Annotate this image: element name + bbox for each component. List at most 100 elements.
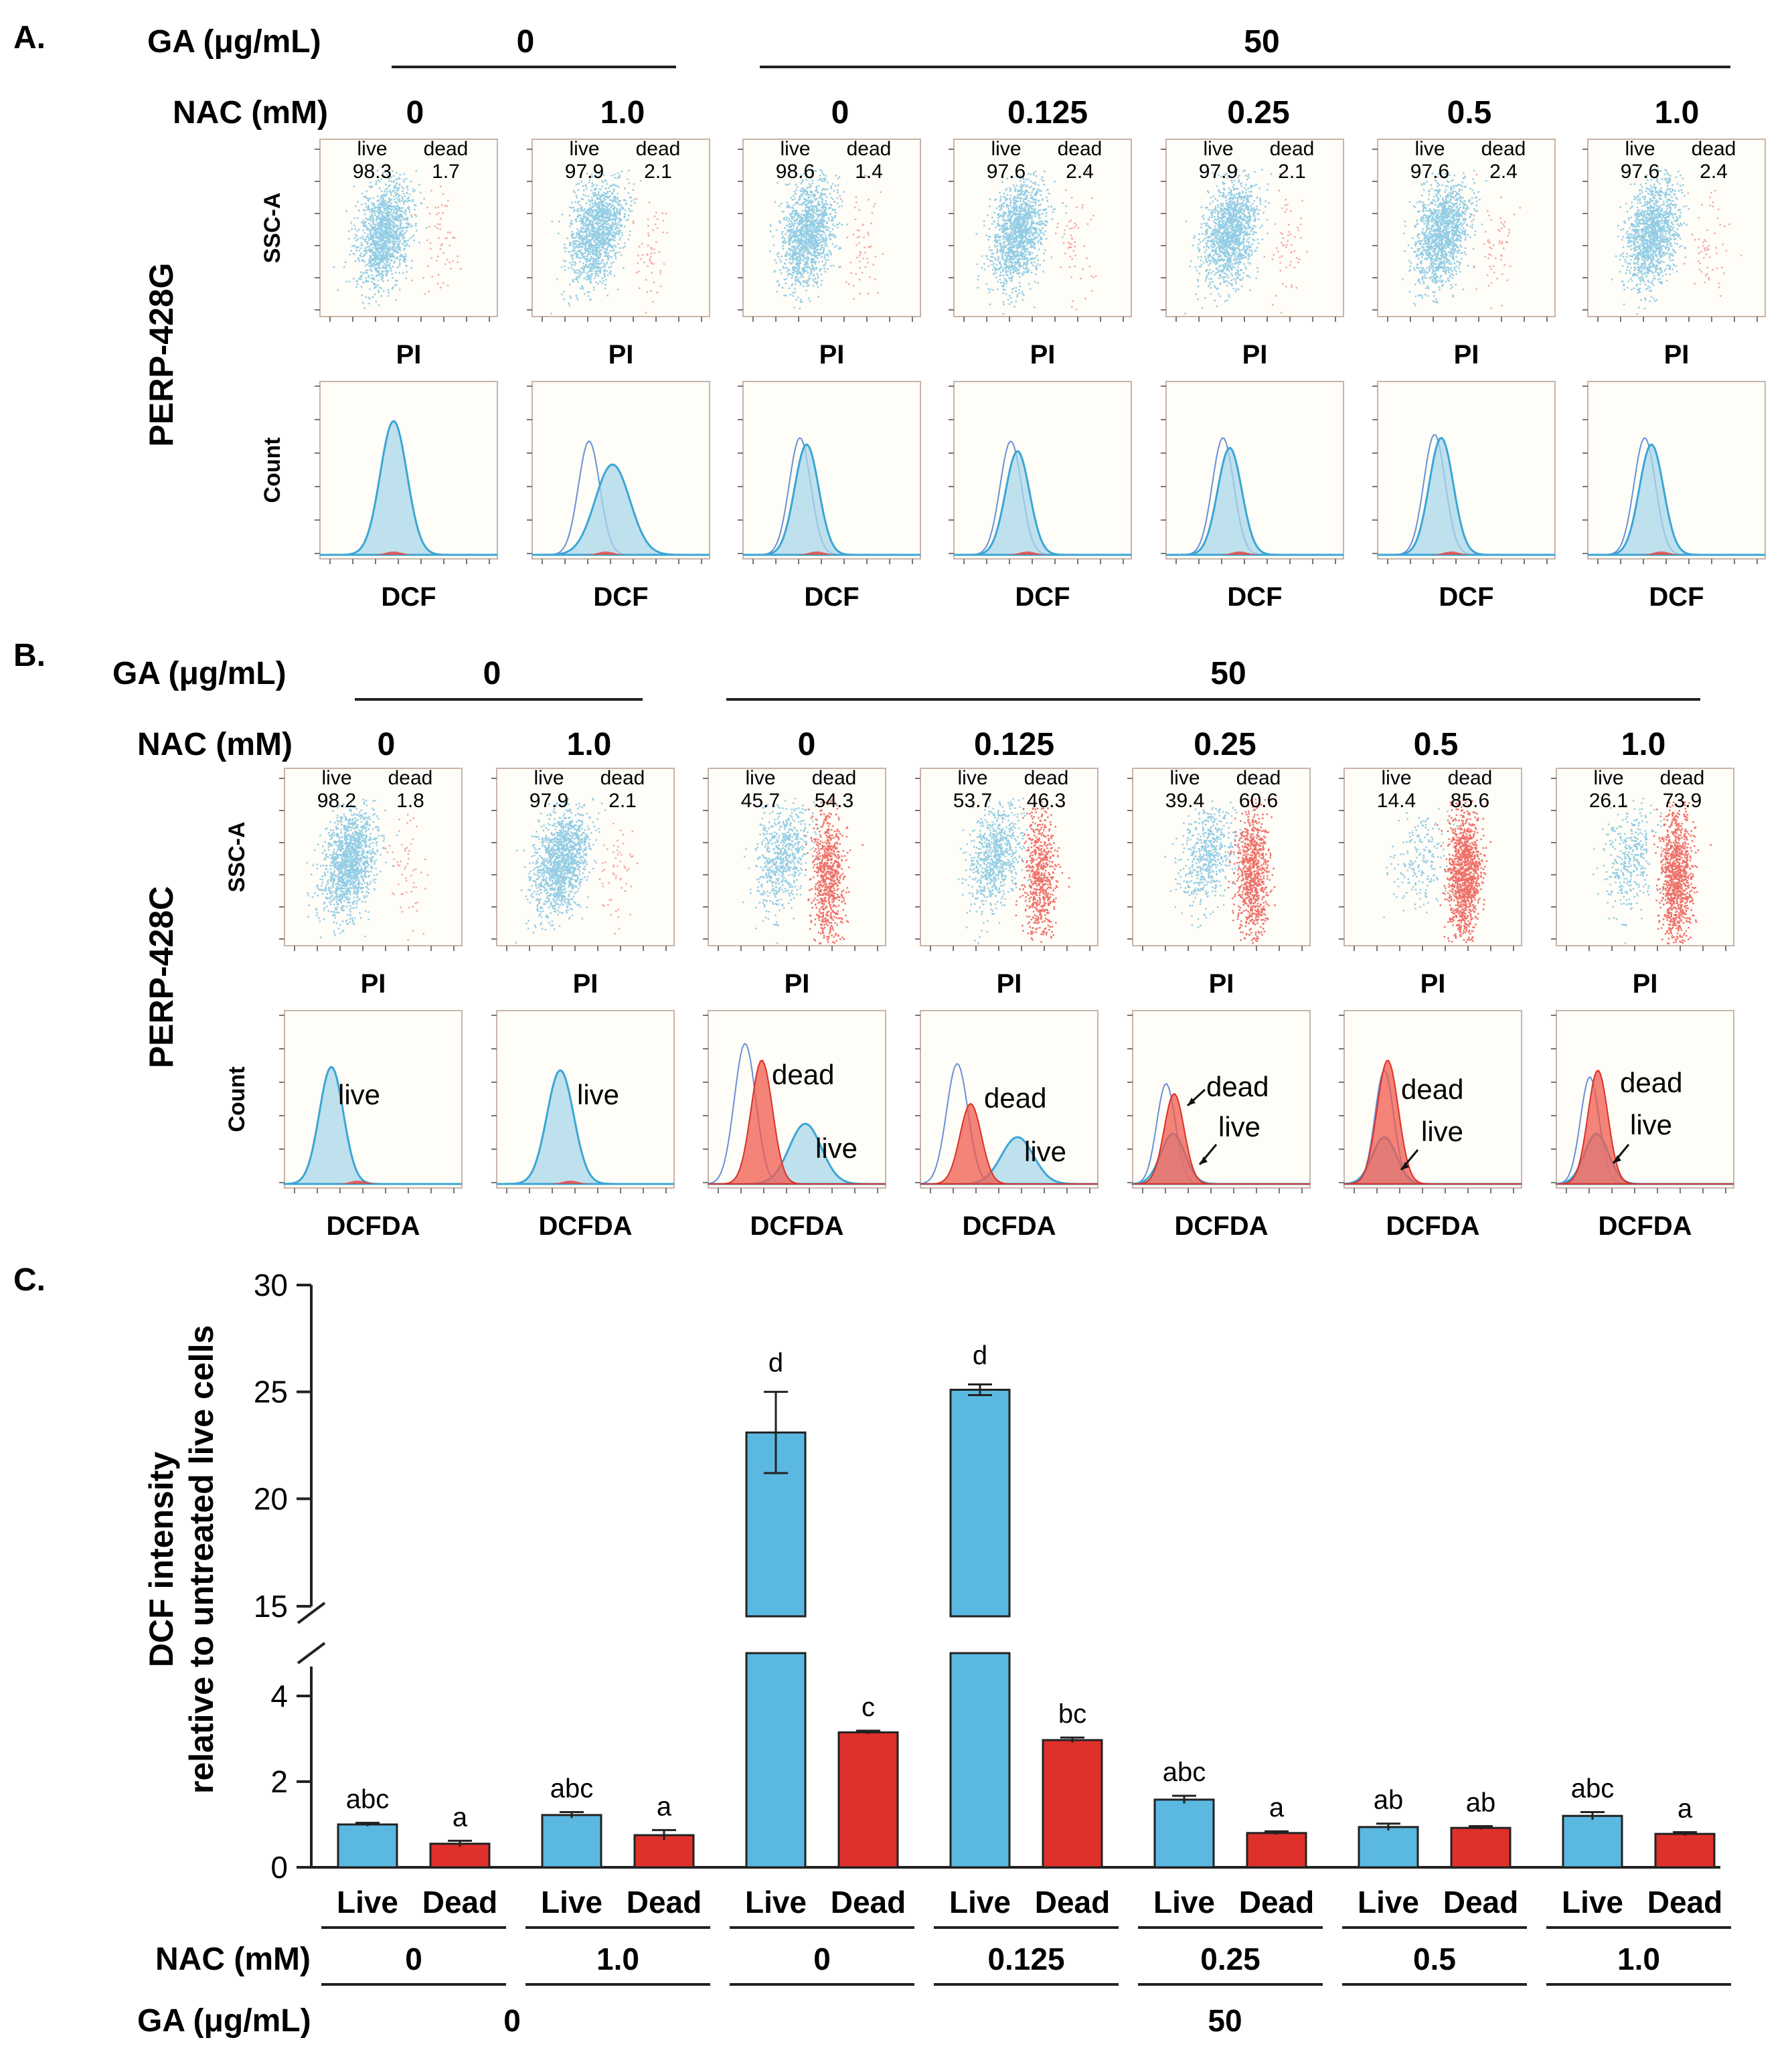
live-gate-label: live — [1169, 767, 1200, 789]
hist-xlabel: DCFDA — [327, 1211, 420, 1241]
scatter-ylabel: SSC-A — [260, 193, 285, 264]
panel-a-nac-label: NAC (mM) — [173, 95, 328, 131]
dead-percent: 85.6 — [1451, 790, 1489, 812]
bar-rect — [1654, 1832, 1716, 1869]
nac-value: 0 — [406, 95, 424, 131]
live-percent: 97.9 — [565, 161, 604, 183]
dead-percent: 2.1 — [608, 790, 637, 812]
dead-annotation: dead — [772, 1059, 834, 1090]
panel-c-ylabel-line1: DCF intensity — [143, 1452, 180, 1667]
dead-points — [1263, 173, 1308, 314]
live-points — [1593, 797, 1672, 944]
hist-xlabel: DCFDA — [1599, 1211, 1692, 1241]
nac-value: 0.5 — [1447, 95, 1492, 131]
x-category-label: Live — [337, 1885, 398, 1920]
dead-gate-label: dead — [1660, 767, 1705, 789]
arrow-head — [1613, 1155, 1621, 1163]
scatter-plot: live dead 98.2 1.8 PI — [279, 767, 463, 999]
live-annotation: live — [1218, 1111, 1260, 1142]
scatter-frame — [742, 139, 921, 317]
live-points — [957, 797, 1030, 944]
dead-gate-label: dead — [1270, 138, 1315, 160]
x-nac-value: 0.25 — [1200, 1942, 1260, 1976]
bar-upper-segment — [949, 1388, 1011, 1618]
live-points — [742, 797, 824, 944]
x-category-label: Live — [1153, 1885, 1215, 1920]
x-nac-value: 0 — [405, 1942, 422, 1976]
y-tick-label: 2 — [270, 1764, 288, 1799]
live-percent: 97.9 — [1199, 161, 1238, 183]
live-points — [333, 169, 428, 309]
dead-percent: 2.1 — [1278, 161, 1306, 183]
histogram-plot: DCF — [1582, 381, 1766, 612]
panel-a-header: A. GA (μg/mL) 0 50 NAC (mM) 0 1.0 0 0.125 0.… — [13, 20, 1730, 447]
live-annotation: live — [577, 1079, 619, 1110]
scatter-ylabel: SSC-A — [224, 822, 250, 893]
dead-points — [1683, 189, 1742, 297]
panel-c-ylabel-line2: relative to untreated live cells — [183, 1325, 220, 1794]
scatter-xlabel: PI — [1664, 340, 1690, 369]
bar-rect — [337, 1823, 398, 1869]
histogram-plot: DCF — [1372, 381, 1556, 612]
nac-value: 0 — [378, 727, 396, 762]
hist-xlabel: DCFDA — [539, 1211, 633, 1241]
y-tick-label: 0 — [270, 1850, 288, 1885]
arrow-head — [1401, 1162, 1409, 1170]
live-percent: 97.6 — [1621, 161, 1659, 183]
bar-dead: a — [1246, 1793, 1307, 1869]
live-gate-label: live — [1593, 767, 1623, 789]
live-percent: 97.9 — [530, 790, 568, 812]
dead-histogram — [1343, 1059, 1522, 1185]
live-percent: 26.1 — [1589, 790, 1628, 812]
bar-live: abc — [1562, 1774, 1623, 1869]
panel-b-cell-line: PERP-428C — [143, 886, 180, 1068]
nac-value: 0 — [831, 95, 849, 131]
dead-points — [1653, 798, 1712, 945]
dead-points — [1015, 798, 1070, 943]
panel-b-ga-label: GA (μg/mL) — [112, 656, 287, 691]
dead-percent: 2.4 — [1489, 161, 1518, 183]
scatter-plot: live dead 97.9 2.1 PI — [1161, 138, 1344, 369]
dead-points — [632, 197, 668, 314]
dead-points — [410, 185, 462, 295]
dead-points — [1055, 170, 1097, 311]
scatter-frame — [1165, 139, 1344, 317]
dead-percent: 1.4 — [855, 161, 883, 183]
significance-letter: abc — [346, 1784, 390, 1814]
histogram-frame — [742, 381, 921, 560]
dead-annotation: dead — [1401, 1074, 1463, 1105]
scatter-frame — [532, 139, 710, 317]
bar-rect — [1562, 1814, 1623, 1869]
x-category-label: Dead — [422, 1885, 497, 1920]
scatter-plot: live dead 97.6 2.4 PI — [1582, 138, 1766, 369]
scatter-xlabel: PI — [785, 969, 810, 999]
panel-c-nac-label: NAC (mM) — [155, 1942, 311, 1977]
scatter-plot: live dead 98.3 1.7 PI — [315, 138, 498, 369]
live-annotation: live — [338, 1079, 380, 1110]
live-gate-label: live — [1414, 138, 1445, 160]
hist-xlabel: DCF — [804, 582, 859, 612]
scatter-plot: live dead 97.6 2.4 PI — [949, 138, 1132, 369]
dead-percent: 2.4 — [1066, 161, 1094, 183]
scatter-plot: live dead 14.4 85.6 PI — [1339, 767, 1522, 999]
panel-b-ga-group-50: 50 — [1210, 656, 1246, 691]
significance-letter: c — [862, 1693, 875, 1722]
significance-letter: a — [657, 1792, 672, 1821]
panel-b-label: B. — [13, 638, 46, 673]
dead-percent: 2.4 — [1700, 161, 1728, 183]
scatter-plot: live dead 39.4 60.6 PI — [1127, 767, 1311, 999]
panel-a-cell-line: PERP-428G — [143, 262, 180, 446]
nac-value: 1.0 — [600, 95, 645, 131]
nac-value: 1.0 — [1655, 95, 1700, 131]
histogram-plot: dead live DCFDA — [703, 1010, 886, 1241]
x-category-label: Dead — [1443, 1885, 1518, 1920]
significance-letter: ab — [1374, 1786, 1404, 1815]
panel-a-ga-group-50: 50 — [1244, 24, 1279, 60]
bar-live: abc — [337, 1784, 398, 1869]
dead-histogram — [1556, 1070, 1734, 1185]
bar-lower-segment — [949, 1652, 1011, 1869]
scatter-plot: live dead 45.7 54.3 PI — [703, 767, 886, 999]
significance-letter: a — [1269, 1793, 1285, 1822]
x-nac-value: 0.125 — [987, 1942, 1064, 1976]
histogram-frame — [1587, 381, 1766, 560]
